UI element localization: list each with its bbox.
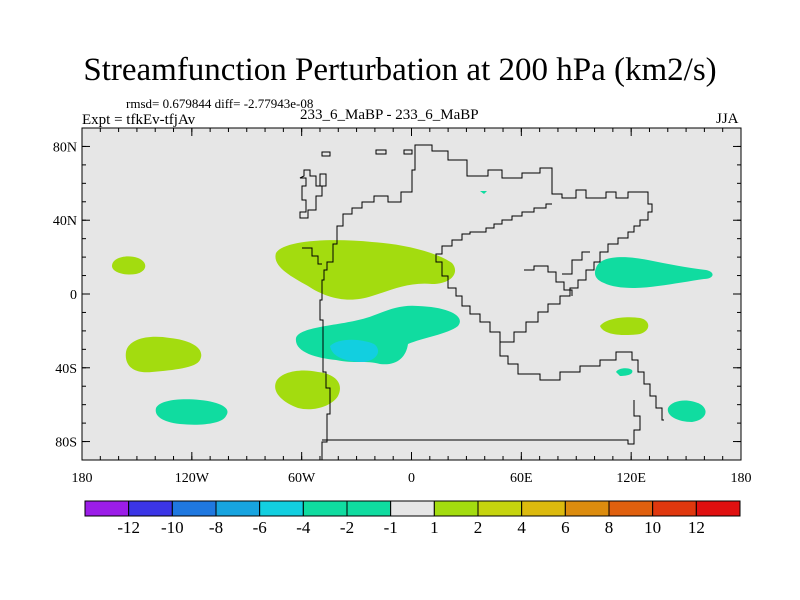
colorbar-box (695, 500, 741, 517)
coastline-7 (403, 149, 413, 155)
colorbar-box (84, 500, 130, 517)
colorbar-box (302, 500, 348, 517)
coastline-2 (322, 400, 641, 445)
case-label: 233_6_MaBP - 233_6_MaBP (300, 107, 479, 123)
anomaly-ne-pacific-positive (112, 256, 146, 275)
anomaly-s-pacific-negative (155, 399, 228, 425)
anomaly-se-indian-small-negative (616, 368, 633, 376)
coastline-0 (319, 144, 653, 460)
x-tick-label: 60W (288, 471, 316, 486)
colorbar-box (433, 500, 479, 517)
x-tick-label: 180 (731, 471, 752, 486)
colorbar-label: 12 (688, 518, 705, 537)
colorbar-box (390, 500, 435, 517)
colorbar-label: -10 (161, 518, 184, 537)
colorbar-box (652, 500, 697, 517)
chart-title: Streamfunction Perturbation at 200 hPa (… (83, 52, 717, 88)
x-tick-label: 0 (408, 471, 415, 486)
x-tick-label: 180 (72, 471, 93, 486)
season-label: JJA (716, 111, 739, 127)
coastline-6 (375, 149, 387, 155)
coastline-1 (499, 342, 664, 421)
anomaly-s-america-sw-positive (275, 370, 340, 410)
y-tick-label: 40S (55, 362, 77, 377)
anomaly-arctic-speck-negative (480, 191, 487, 194)
colorbar-box (171, 500, 217, 517)
colorbar-box (564, 500, 610, 517)
y-tick-label: 40N (53, 214, 77, 229)
anomaly-n-atlantic-africa-positive (275, 240, 456, 300)
rmsd-diff-stats: rmsd= 0.679844 diff= -2.77943e-08 (126, 96, 314, 111)
coastline-8 (524, 265, 573, 296)
y-tick-label: 80S (55, 436, 77, 451)
coastline-5 (321, 151, 331, 157)
coastline-9 (562, 251, 590, 275)
coastline-10 (302, 247, 322, 265)
anomaly-sw-pacific-negative (667, 400, 706, 422)
colorbar-label: 4 (517, 518, 526, 537)
colorbar-label: -4 (296, 518, 311, 537)
x-tick-label: 120E (616, 471, 646, 486)
colorbar-label: -1 (384, 518, 398, 537)
colorbar-label: 2 (474, 518, 483, 537)
colorbar-label: -8 (209, 518, 223, 537)
colorbar-label: -12 (117, 518, 140, 537)
colorbar-label: -2 (340, 518, 354, 537)
colorbar-label: 8 (605, 518, 614, 537)
anomaly-indian-ocean-positive (600, 317, 649, 336)
colorbar-box (215, 500, 261, 517)
y-tick-label: 80N (53, 140, 77, 155)
x-tick-label: 120W (175, 471, 210, 486)
anomaly-s-atlantic-core (330, 339, 379, 362)
colorbar-label: 1 (430, 518, 439, 537)
colorbar-box (346, 500, 392, 517)
colorbar-box (128, 500, 173, 517)
y-tick-label: 0 (70, 288, 77, 303)
anomaly-nw-pacific-negative (594, 257, 713, 288)
colorbar-label: 10 (644, 518, 661, 537)
x-tick-label: 60E (510, 471, 533, 486)
colorbar-box (608, 500, 654, 517)
colorbar-box (477, 500, 523, 517)
colorbar-label: -6 (253, 518, 267, 537)
anomaly-s-pacific-positive (125, 336, 202, 373)
coastline-3 (299, 169, 323, 219)
colorbar-label: 6 (561, 518, 570, 537)
colorbar-box (259, 500, 304, 517)
experiment-label: Expt = tfkEv-tfjAv (82, 112, 196, 128)
coastline-4 (319, 173, 327, 187)
colorbar-box (521, 500, 566, 517)
